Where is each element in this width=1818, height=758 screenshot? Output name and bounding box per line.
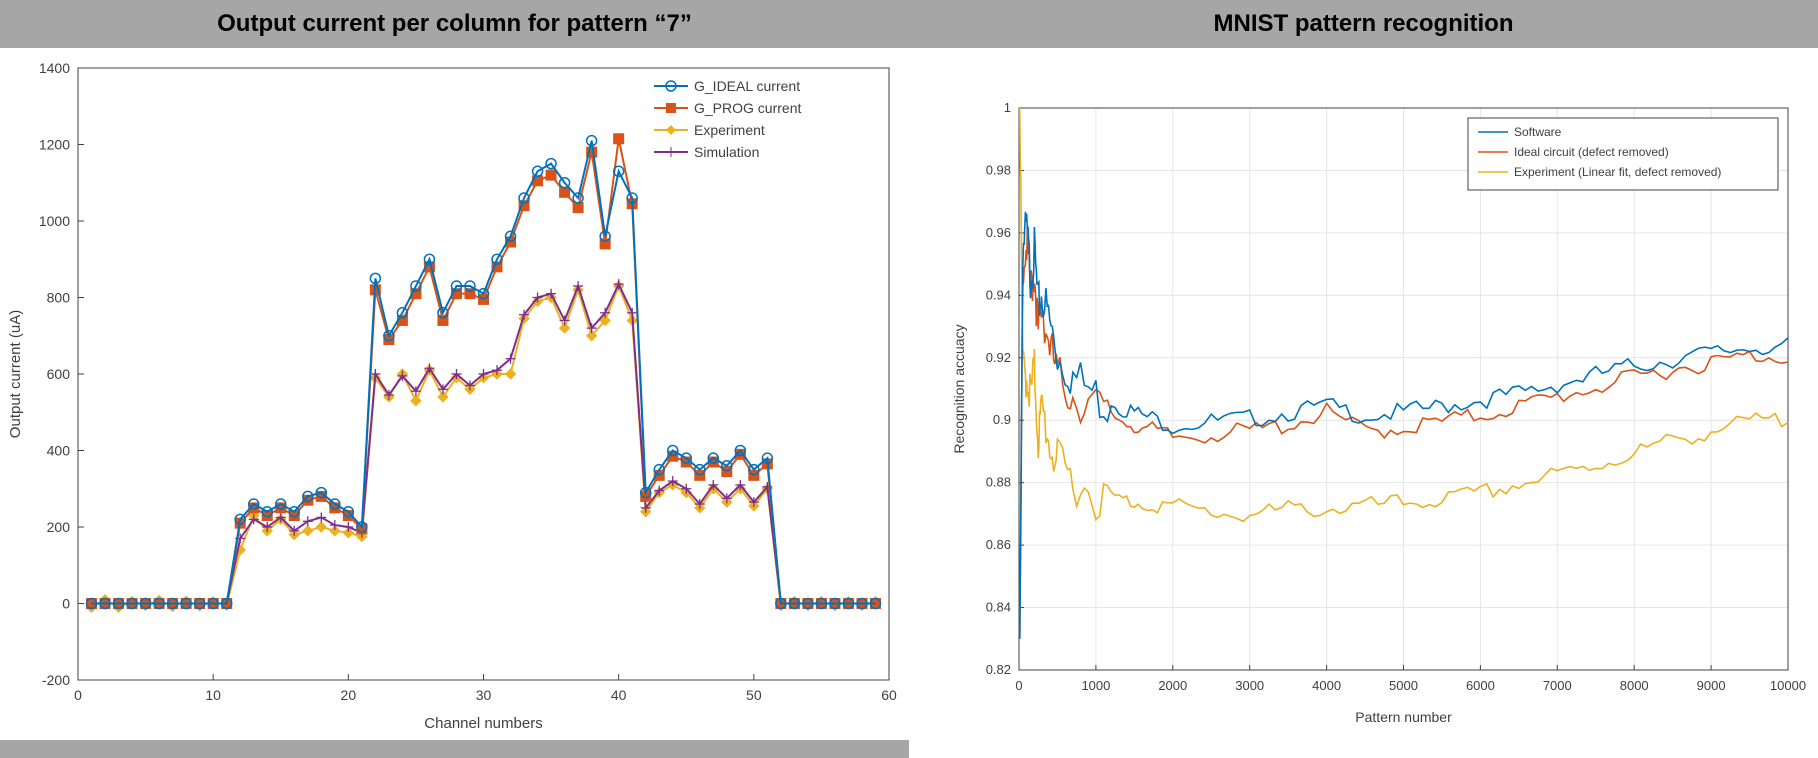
svg-text:2000: 2000 [1158,678,1187,693]
svg-text:10000: 10000 [1770,678,1806,693]
svg-text:1: 1 [1004,100,1011,115]
svg-text:0.98: 0.98 [986,162,1011,177]
svg-text:0.84: 0.84 [986,600,1011,615]
svg-text:G_PROG current: G_PROG current [694,100,801,116]
svg-text:Experiment: Experiment [694,122,765,138]
svg-text:3000: 3000 [1235,678,1264,693]
svg-text:0: 0 [74,687,82,703]
left-chart: -200020040060080010001200140001020304050… [0,48,909,740]
svg-text:Channel numbers: Channel numbers [424,715,542,732]
svg-text:600: 600 [47,366,71,382]
svg-text:4000: 4000 [1312,678,1341,693]
svg-text:Output current (uA): Output current (uA) [7,310,24,438]
svg-text:G_IDEAL current: G_IDEAL current [694,78,800,94]
svg-text:60: 60 [881,687,897,703]
svg-text:0: 0 [1015,678,1022,693]
header-bar: Output current per column for pattern “7… [0,0,1818,48]
header-right: MNIST pattern recognition [909,0,1818,48]
svg-text:1000: 1000 [1081,678,1110,693]
header-left: Output current per column for pattern “7… [0,0,909,48]
svg-text:9000: 9000 [1697,678,1726,693]
svg-text:0.96: 0.96 [986,225,1011,240]
svg-text:200: 200 [47,519,71,535]
svg-text:6000: 6000 [1466,678,1495,693]
svg-text:800: 800 [47,290,71,306]
svg-text:1400: 1400 [39,60,70,76]
svg-text:0.9: 0.9 [993,412,1011,427]
svg-text:8000: 8000 [1620,678,1649,693]
svg-text:0.94: 0.94 [986,287,1011,302]
svg-text:Experiment (Linear fit, defect: Experiment (Linear fit, defect removed) [1514,165,1721,179]
svg-text:5000: 5000 [1389,678,1418,693]
svg-text:Simulation: Simulation [694,144,759,160]
svg-text:20: 20 [341,687,357,703]
svg-text:-200: -200 [42,672,70,688]
svg-text:1000: 1000 [39,213,70,229]
svg-text:0.92: 0.92 [986,350,1011,365]
svg-text:10: 10 [205,687,221,703]
charts-row: -200020040060080010001200140001020304050… [0,48,1818,740]
svg-text:30: 30 [476,687,492,703]
svg-text:Software: Software [1514,125,1562,139]
svg-text:7000: 7000 [1543,678,1572,693]
svg-text:40: 40 [611,687,627,703]
svg-text:Pattern number: Pattern number [1355,709,1452,725]
right-chart: 0.82 0.84 0.86 0.88 0.9 0.92 0.94 0.96 0.98 1 0 100… [909,48,1818,740]
svg-text:50: 50 [746,687,762,703]
svg-text:1200: 1200 [39,137,70,153]
svg-text:0.86: 0.86 [986,537,1011,552]
svg-text:0: 0 [62,596,70,612]
svg-text:400: 400 [47,443,71,459]
svg-text:0.82: 0.82 [986,662,1011,677]
svg-text:Ideal circuit (defect removed): Ideal circuit (defect removed) [1514,145,1669,159]
svg-text:Recognition accuacy: Recognition accuacy [951,324,967,453]
svg-text:0.88: 0.88 [986,475,1011,490]
footer-strip [0,740,909,758]
